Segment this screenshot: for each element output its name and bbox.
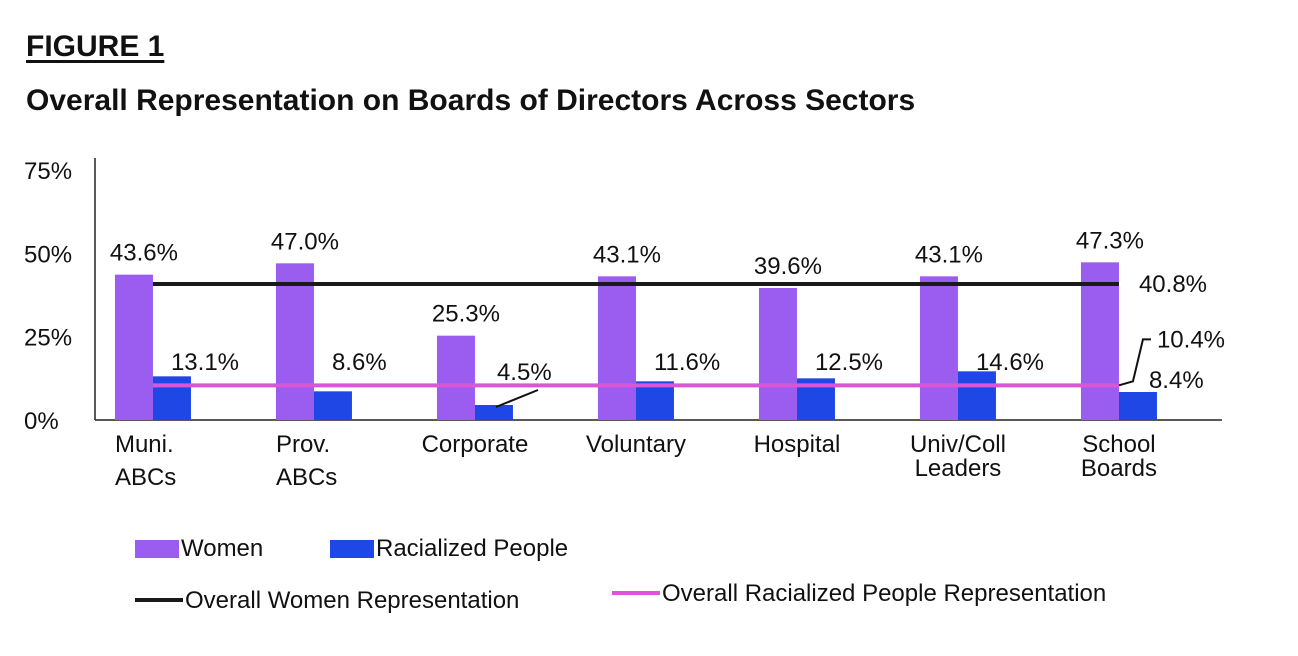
y-tick-label: 50%: [24, 241, 72, 268]
data-label-racialized: 4.5%: [497, 359, 552, 386]
bar-racialized: [635, 381, 674, 420]
category-label: Voluntary: [586, 431, 686, 458]
legend-label: Overall Racialized People Representation: [662, 580, 1106, 607]
data-label-racialized: 13.1%: [171, 349, 239, 376]
bar-racialized: [474, 405, 513, 420]
category-label: School Boards: [1081, 431, 1157, 482]
data-label-women: 47.3%: [1076, 227, 1144, 254]
data-label-racialized: 14.6%: [976, 349, 1044, 376]
category-label: Corporate: [422, 431, 529, 458]
bar-women: [114, 274, 153, 420]
data-label-racialized: 8.6%: [332, 349, 387, 376]
reference-lines: [152, 282, 1119, 388]
bar-women: [758, 288, 797, 420]
bars: [114, 262, 1157, 420]
legend-label: Women: [181, 535, 263, 562]
bar-racialized: [152, 376, 191, 420]
data-label-women: 43.6%: [110, 240, 178, 267]
data-label-racialized: 11.6%: [654, 349, 720, 376]
category-label: Muni. ABCs: [115, 431, 176, 491]
chart-title: Overall Representation on Boards of Dire…: [26, 84, 916, 117]
ref-label-women: 40.8%: [1139, 271, 1207, 298]
legend: Women Racialized People Overall Women Repr…: [135, 535, 1106, 614]
figure-label: FIGURE 1: [26, 30, 165, 63]
data-label-women: 47.0%: [271, 228, 339, 255]
bar-women: [275, 263, 314, 420]
y-axis: 75% 50% 25% 0%: [24, 158, 1222, 435]
data-label-women: 25.3%: [432, 301, 500, 328]
y-tick-label: 0%: [24, 408, 59, 435]
data-label-women: 39.6%: [754, 253, 822, 280]
data-label-women: 43.1%: [915, 241, 983, 268]
category-label: Hospital: [754, 431, 841, 458]
data-label-racialized: 12.5%: [815, 349, 883, 376]
data-labels: 43.6% 47.0% 25.3% 43.1% 39.6% 43.1% 47.3% 13.1%…: [110, 227, 1225, 408]
x-axis-categories: Muni. ABCs Prov. ABCs Corporate Voluntary Hosp…: [115, 431, 1157, 491]
leader-line: [495, 389, 539, 408]
bar-women: [919, 276, 958, 420]
bar-women: [597, 276, 636, 420]
legend-label: Racialized People: [376, 535, 568, 562]
legend-label: Overall Women Representation: [185, 587, 519, 614]
leader-line: [1118, 338, 1151, 387]
legend-swatch-women: [135, 540, 179, 558]
legend-swatch-racialized: [330, 540, 374, 558]
bar-women: [436, 335, 475, 420]
y-tick-label: 75%: [24, 158, 72, 185]
category-label: Univ/Coll Leaders: [910, 431, 1006, 482]
bar-women: [1080, 262, 1119, 420]
y-tick-label: 25%: [24, 325, 72, 352]
ref-label-racialized: 10.4%: [1157, 326, 1225, 353]
data-label-women: 43.1%: [593, 241, 661, 268]
data-label-racialized: 8.4%: [1149, 367, 1204, 394]
bar-racialized: [1118, 392, 1157, 420]
bar-racialized: [957, 371, 996, 420]
category-label: Prov. ABCs: [276, 431, 337, 491]
bar-racialized: [313, 391, 352, 420]
